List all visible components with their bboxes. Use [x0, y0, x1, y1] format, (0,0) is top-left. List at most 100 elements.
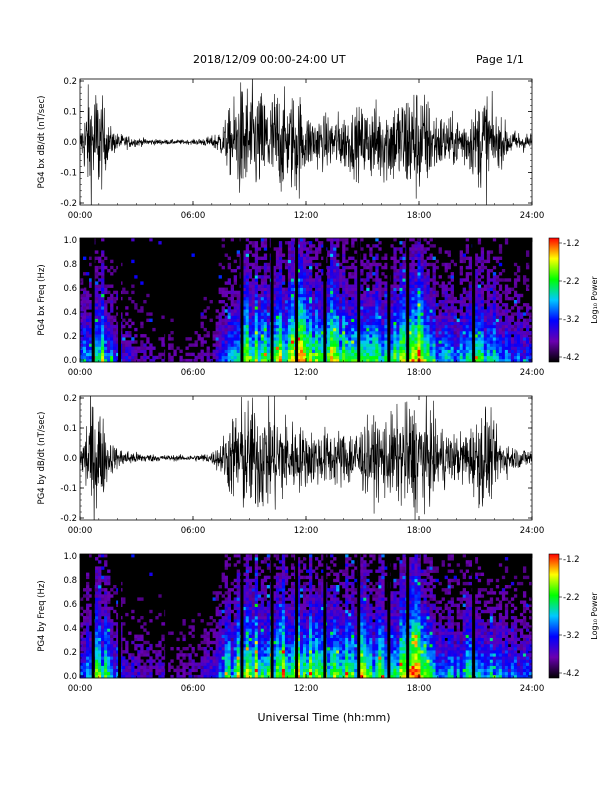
- heatmap-cell: [113, 656, 117, 660]
- heatmap-cell: [179, 349, 183, 353]
- heatmap-cell: [110, 671, 114, 676]
- heatmap-cell: [516, 355, 521, 360]
- heatmap-cell: [369, 327, 373, 332]
- heatmap-cell: [492, 321, 497, 326]
- heatmap-cell: [528, 318, 533, 322]
- heatmap-cell: [221, 306, 225, 310]
- heatmap-cell: [296, 349, 301, 353]
- heatmap-cell: [354, 358, 358, 363]
- heatmap-cell: [83, 640, 87, 645]
- heatmap-cell: [218, 346, 222, 350]
- heatmap-cell: [242, 343, 247, 347]
- heatmap-cell: [501, 355, 506, 360]
- heatmap-cell: [176, 647, 180, 651]
- heatmap-cell: [131, 355, 135, 360]
- heatmap-cell: [396, 343, 400, 347]
- heatmap-cell: [296, 315, 301, 319]
- heatmap-cell: [281, 324, 286, 329]
- heatmap-cell: [309, 287, 313, 291]
- heatmap-cell: [218, 662, 222, 666]
- heatmap-cell: [360, 315, 364, 319]
- heatmap-cell: [83, 628, 87, 632]
- heatmap-cell: [333, 281, 337, 285]
- heatmap-cell: [287, 241, 292, 245]
- heatmap-cell: [504, 312, 509, 316]
- heatmap-cell: [309, 250, 313, 254]
- heatmap-cell: [444, 315, 448, 319]
- heatmap-cell: [435, 346, 439, 350]
- heatmap-cell: [423, 275, 427, 279]
- heatmap-cell: [408, 247, 412, 251]
- heatmap-cell: [203, 659, 207, 663]
- heatmap-cell: [486, 334, 491, 338]
- heatmap-cell: [309, 343, 313, 347]
- heatmap-cell: [179, 631, 183, 635]
- heatmap-cell: [128, 631, 132, 635]
- heatmap-cell: [242, 352, 247, 357]
- heatmap-cell: [318, 281, 322, 285]
- heatmap-cell: [299, 340, 304, 344]
- heatmap-cell: [104, 256, 108, 260]
- heatmap-cell: [369, 334, 373, 338]
- heatmap-cell: [104, 309, 108, 313]
- heatmap-cell: [441, 281, 445, 285]
- heatmap-cell: [393, 355, 397, 360]
- heatmap-cell: [318, 331, 322, 335]
- heatmap-cell: [242, 318, 247, 322]
- heatmap-cell: [432, 284, 436, 288]
- heatmap-cell: [504, 278, 509, 282]
- heatmap-cell: [411, 290, 415, 295]
- heatmap-cell: [98, 554, 102, 558]
- heatmap-cell: [245, 256, 250, 260]
- heatmap-cell: [417, 287, 421, 291]
- heatmap-cell: [245, 318, 250, 322]
- heatmap-cell: [342, 265, 346, 270]
- heatmap-cell: [101, 594, 105, 598]
- heatmap-cell: [98, 318, 102, 322]
- heatmap-cell: [420, 259, 424, 264]
- heatmap-cell: [296, 343, 301, 347]
- heatmap-cell: [489, 327, 494, 332]
- heatmap-cell: [522, 340, 527, 344]
- heatmap-cell: [438, 340, 442, 344]
- heatmap-cell: [408, 312, 412, 316]
- heatmap-cell: [236, 352, 240, 357]
- heatmap-cell: [98, 343, 102, 347]
- heatmap-cell: [504, 352, 509, 357]
- heatmap-cell: [257, 247, 262, 251]
- heatmap-cell: [101, 334, 105, 338]
- heatmap-cell: [278, 346, 283, 350]
- heatmap-cell: [516, 296, 521, 301]
- heatmap-cell: [456, 334, 460, 338]
- heatmap-cell: [378, 284, 382, 288]
- heatmap-cell: [218, 355, 222, 360]
- heatmap-cell: [441, 331, 445, 335]
- heatmap-cell: [206, 355, 210, 360]
- heatmap-cell: [146, 312, 150, 316]
- heatmap-cell: [363, 300, 367, 304]
- heatmap-cell: [378, 334, 382, 338]
- heatmap-cell: [149, 643, 153, 648]
- heatmap-cell: [519, 306, 524, 310]
- heatmap-cell: [206, 334, 210, 338]
- heatmap-cell: [432, 324, 436, 329]
- heatmap-cell: [480, 321, 485, 326]
- heatmap-cell: [194, 668, 198, 673]
- heatmap-cell: [321, 321, 325, 326]
- heatmap-cell: [345, 337, 349, 341]
- heatmap-cell: [315, 315, 319, 319]
- heatmap-cell: [321, 284, 325, 288]
- heatmap-cell: [330, 278, 334, 282]
- heatmap-cell: [89, 355, 93, 360]
- heatmap-cell: [423, 327, 427, 332]
- heatmap-cell: [309, 315, 313, 319]
- heatmap-cell: [266, 318, 271, 322]
- heatmap-cell: [98, 287, 102, 291]
- heatmap-cell: [414, 278, 418, 282]
- heatmap-cell: [408, 275, 412, 279]
- heatmap-cell: [378, 343, 382, 347]
- heatmap-cell: [83, 331, 87, 335]
- heatmap-cell: [417, 284, 421, 288]
- heatmap-cell: [83, 659, 87, 663]
- heatmap-cell: [125, 331, 129, 335]
